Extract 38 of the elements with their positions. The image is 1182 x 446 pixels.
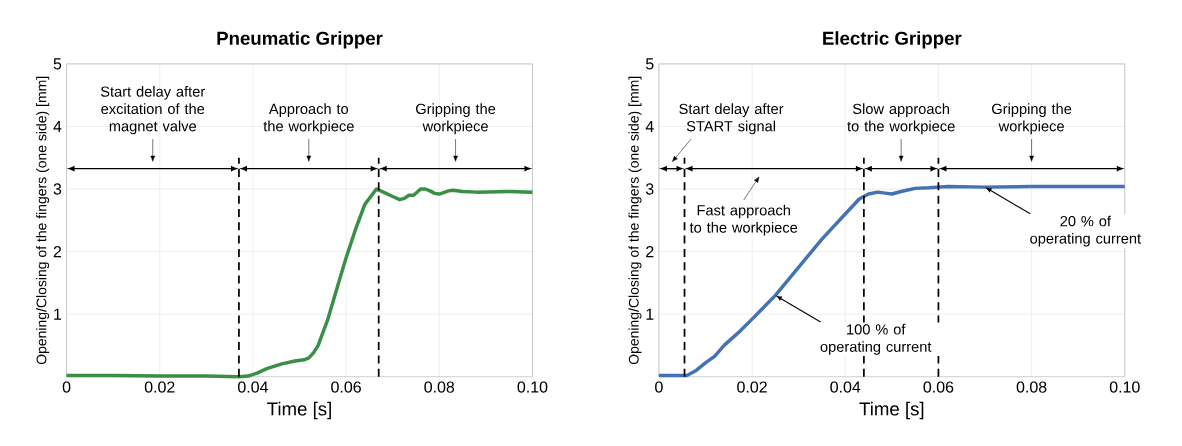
annotation: Approach to the workpiece — [263, 103, 354, 135]
x-tick-label: 0.08 — [1016, 381, 1047, 393]
x-tick-label: 0.06 — [923, 381, 954, 393]
annotation: Fast approach to the workpiece — [689, 204, 798, 236]
y-axis-title: Opening/Closing of the fingers (one side) [mm] — [628, 76, 642, 365]
x-tick-label: 0.02 — [737, 381, 767, 393]
y-tick-label: 3 — [645, 183, 654, 195]
y-axis-title: Opening/Closing of the fingers (one side) [mm] — [36, 76, 50, 365]
line-series — [64, 187, 535, 379]
y-tick-label: 2 — [53, 246, 62, 258]
y-tick-label: 5 — [53, 58, 62, 70]
annotation: 20 % of operating current — [1030, 215, 1141, 247]
x-tick-label: 0.04 — [238, 381, 268, 393]
y-tick-label: 5 — [645, 58, 654, 70]
annotation: 100 % of operating current — [820, 323, 932, 355]
y-tick-label: 4 — [53, 121, 62, 132]
chart-title: Electric Gripper — [823, 31, 962, 49]
annotation: Slow approach to the workpiece — [847, 103, 955, 135]
x-tick-label: 0.10 — [1109, 381, 1140, 393]
y-tick-label: 3 — [53, 183, 62, 195]
annotation: Gripping the workpiece — [416, 103, 496, 135]
x-tick-label: 0.08 — [424, 381, 455, 393]
annotation: Start delay after START signal — [679, 103, 784, 135]
x-tick-label: 0.10 — [517, 381, 548, 393]
chart-title: Pneumatic Gripper — [217, 31, 383, 49]
y-tick-label: 4 — [645, 121, 654, 132]
y-tick-label: 1 — [646, 308, 654, 320]
x-tick-label: 0.02 — [144, 381, 175, 393]
x-tick-label: 0.04 — [830, 381, 861, 393]
annotation: Start delay after excitation of the magnet valve — [100, 86, 205, 135]
x-tick-label: 0.06 — [331, 381, 361, 393]
x-tick-label: 0 — [655, 381, 663, 393]
x-axis-title: Time [s] — [859, 401, 924, 420]
x-axis-title: Time [s] — [267, 401, 331, 420]
y-tick-label: 2 — [646, 246, 654, 258]
y-tick-label: 1 — [54, 308, 62, 320]
x-tick-label: 0 — [62, 381, 71, 393]
annotation: Gripping the workpiece — [992, 103, 1072, 135]
